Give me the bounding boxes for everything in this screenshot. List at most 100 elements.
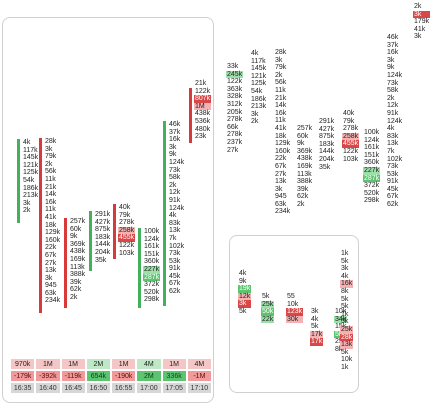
volume-cell: 1M	[112, 359, 136, 369]
footprint-cell: 12k	[238, 292, 252, 301]
footprint-cell: 13k	[387, 140, 399, 148]
footprint-cell: 291k	[95, 211, 111, 218]
footprint-cell: 102k	[387, 155, 403, 163]
footprint-cell: 245k	[226, 70, 244, 79]
footprint-cell: 9k	[297, 140, 305, 148]
footprint-cell: 3k	[413, 10, 431, 19]
time-row: 16:35 16:40 16:45 16:50 16:55 17:00 17:05 17:10	[11, 383, 211, 393]
footprint-cell: 875k	[319, 133, 335, 141]
footprint-cell: 438k	[297, 155, 313, 163]
footprint-cell: 113k	[297, 170, 312, 178]
footprint-cell: 7k	[387, 147, 395, 155]
footprint-cell: 18k	[275, 132, 287, 140]
footprint-cell: 520k	[364, 189, 380, 197]
volume-row: 970k 1M 1M 2M 1M 4M 1M 4M	[11, 359, 211, 369]
footprint-cell: 227k	[143, 265, 161, 274]
footprint-cell: 22k	[261, 315, 275, 324]
footprint-cell: 4k	[387, 125, 395, 133]
footprint-cell: 27k	[227, 146, 239, 154]
footprint-cell: 122k	[119, 241, 135, 249]
footprint-cell: 124k	[169, 204, 185, 212]
delta-cell: 2M	[137, 371, 161, 381]
footprint-cell: 160k	[45, 236, 61, 244]
footprint-cell: 125k	[251, 80, 267, 88]
footprint-cell: 100k	[144, 228, 160, 235]
footprint-cell: 63k	[275, 200, 287, 208]
footprint-cell: 388k	[70, 271, 86, 279]
footprint-cell: 117k	[23, 146, 38, 154]
footprint-cell: 17k	[310, 330, 324, 339]
footprint-cell: 117k	[251, 57, 266, 65]
footprint-cell: 2k	[297, 200, 305, 208]
time-cell: 17:05	[162, 383, 186, 393]
footprint-cell: 186k	[251, 95, 267, 103]
footprint-cell: 161k	[144, 243, 160, 251]
footprint-cell: 129k	[45, 229, 61, 237]
footprint-cell: 520k	[144, 288, 160, 296]
footprint-cell: 5k	[341, 257, 349, 265]
footprint-cell: 360k	[144, 258, 160, 266]
footprint-cell: 3k	[23, 199, 31, 207]
footprint-cell: 144k	[95, 241, 111, 249]
footprint-cell: 183k	[95, 233, 111, 241]
footprint-cell: 455k	[342, 140, 360, 148]
footprint-cell: 37k	[387, 41, 399, 49]
footprint-cell: 66k	[227, 123, 239, 131]
footprint-cell: 60k	[70, 225, 82, 233]
footprint-cell: 372k	[364, 182, 380, 190]
footprint-cell: 113k	[70, 263, 85, 271]
footprint-cell: 62k	[387, 201, 399, 209]
footprint-cell: 13k	[169, 227, 181, 235]
footprint-cell: 9k	[169, 151, 177, 159]
footprint-cell: 291k	[319, 118, 335, 125]
footprint-cell: 807k	[194, 95, 212, 103]
footprint-cell: 227k	[363, 166, 381, 175]
footprint-mini-panel[interactable]: 4k 9k 19k 12k 3k 5k 5k 25k 50k 22k 55 10k 123k 30k 3k 4…	[229, 235, 359, 393]
footprint-cell: 427k	[95, 218, 111, 226]
footprint-cell: 1k	[341, 250, 349, 257]
footprint-cell: 67k	[387, 193, 399, 201]
time-cell: 16:55	[112, 383, 136, 393]
footprint-cell: 312k	[227, 100, 243, 108]
footprint-cell: 129k	[275, 140, 291, 148]
footprint-cell: 258k	[342, 132, 360, 141]
footprint-cell: 169k	[297, 162, 313, 170]
footprint-cell: 3k	[311, 308, 319, 315]
footprint-cell: 67k	[45, 251, 57, 259]
footprint-cell: 67k	[169, 280, 181, 288]
footprint-cell: 91k	[169, 265, 181, 273]
footprint-cell: 4k	[311, 315, 319, 323]
footprint-cell: 388k	[297, 178, 313, 186]
footprint-cell: 369k	[70, 240, 86, 248]
footprint-cell: 18k	[45, 221, 57, 229]
footprint-chart-panel[interactable]: 4k 117k 145k 121k 125k 54k 186k 213k 3k 2k 28k 3k 79…	[2, 17, 214, 403]
footprint-cell: 2k	[414, 3, 422, 10]
footprint-cell: 83k	[169, 219, 181, 227]
footprint-cell: 73k	[387, 163, 399, 171]
footprint-cell: 39k	[297, 185, 309, 193]
footprint-cell: 14k	[275, 102, 287, 110]
volume-cell: 1M	[61, 359, 85, 369]
footprint-cell: 124k	[169, 158, 185, 166]
footprint-cell: 103k	[343, 155, 359, 163]
volume-cell: 1M	[36, 359, 60, 369]
footprint-cell: 144k	[319, 148, 335, 156]
footprint-cell: 40k	[343, 110, 355, 117]
footprint-cell: 27k	[45, 259, 57, 267]
footprint-cell: 25k	[340, 325, 354, 334]
footprint-cell: 124k	[387, 71, 403, 79]
footprint-cell: 2k	[275, 71, 283, 79]
footprint-cell: 438k	[195, 110, 211, 118]
footprint-cell: 363k	[227, 85, 243, 93]
footprint-cell: 427k	[319, 125, 335, 133]
footprint-cell: 169k	[70, 255, 86, 263]
footprint-cell: 40k	[119, 204, 131, 211]
candle-body-up	[138, 228, 141, 308]
footprint-cell: 100k	[364, 129, 380, 136]
footprint-cell: 3k	[238, 300, 252, 308]
time-cell: 16:50	[86, 383, 110, 393]
footprint-cell: 11k	[45, 175, 56, 183]
delta-cell: -392k	[36, 371, 60, 381]
footprint-cell: 25k	[261, 300, 275, 309]
footprint-chart-secondary[interactable]: 33k 245k 122k 363k 328k 312k 205k 278k 66k 278k 23…	[220, 0, 438, 220]
